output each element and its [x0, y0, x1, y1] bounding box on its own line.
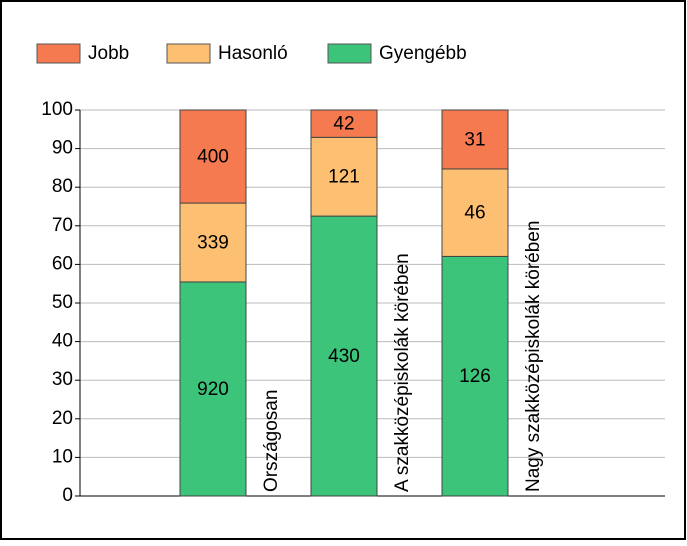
legend-swatch — [166, 43, 211, 64]
y-tick-label: 40 — [52, 331, 73, 352]
x-tick-label: Országosan — [261, 390, 282, 492]
legend-label: Jobb — [88, 43, 129, 64]
bar-segment — [441, 109, 509, 170]
bar-segment — [179, 281, 247, 497]
y-tick-label: 20 — [52, 408, 73, 429]
data-label: 339 — [197, 233, 229, 254]
data-label: 400 — [197, 147, 229, 168]
legend-label: Hasonló — [218, 43, 288, 64]
y-tick-label: 70 — [52, 215, 73, 236]
y-tick-label: 90 — [52, 138, 73, 159]
data-label: 430 — [328, 346, 360, 367]
data-label: 46 — [464, 203, 485, 224]
bar-segment — [441, 255, 509, 497]
y-tick-label: 0 — [62, 485, 73, 506]
x-tick-label: A szakközépiskolák körében — [392, 253, 413, 492]
y-tick-label: 80 — [52, 176, 73, 197]
data-label: 42 — [333, 114, 354, 135]
legend-swatch — [36, 43, 81, 64]
legend-swatch — [327, 43, 372, 64]
bar-segment — [310, 109, 378, 138]
x-tick-label: Nagy szakközépiskolák körében — [523, 221, 544, 492]
bar-segment — [310, 215, 378, 497]
legend-label: Gyengébb — [379, 43, 467, 64]
bar-segment — [310, 136, 378, 217]
y-tick-label: 100 — [41, 99, 73, 120]
data-label: 920 — [197, 379, 229, 400]
bar-segment — [179, 109, 247, 204]
data-label: 126 — [459, 366, 491, 387]
y-tick-label: 10 — [52, 446, 73, 467]
y-tick-label: 30 — [52, 369, 73, 390]
bar-segment — [441, 168, 509, 257]
y-tick-label: 60 — [52, 253, 73, 274]
data-label: 121 — [328, 167, 360, 188]
y-tick-label: 50 — [52, 292, 73, 313]
data-label: 31 — [464, 129, 485, 150]
